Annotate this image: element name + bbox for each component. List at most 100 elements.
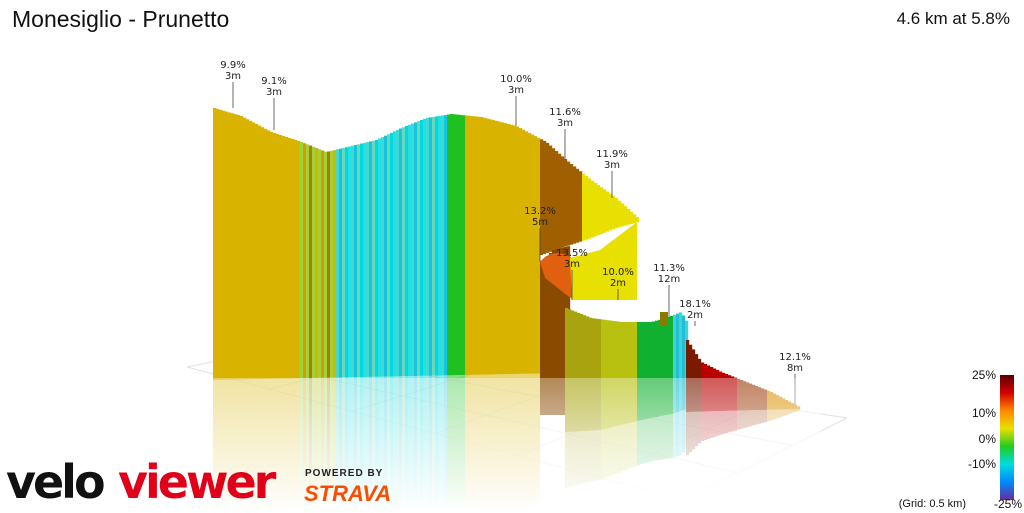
- annotation-gradient: 11.6%: [549, 107, 581, 118]
- profile-strip: [591, 180, 595, 238]
- gradient-annotations: 9.9%3m 9.1%3m10.0%3m11.6%3m11.9%3m13.2%5m…: [220, 60, 811, 405]
- profile-strip: [516, 126, 520, 374]
- profile-strip: [552, 250, 556, 415]
- profile-strip: [432, 116, 436, 376]
- profile-strip: [580, 314, 584, 432]
- profile-strip: [471, 116, 475, 375]
- profile-strip: [540, 139, 544, 255]
- profile-strip: [549, 145, 553, 252]
- profile-strip: [534, 136, 538, 374]
- profile-strip: [540, 262, 544, 415]
- annotation-length: 3m: [508, 85, 524, 96]
- climb-summary: 4.6 km at 5.8%: [896, 9, 1010, 28]
- profile-strip: [555, 151, 559, 250]
- profile-strip: [565, 308, 569, 432]
- profile-strip: [483, 117, 487, 375]
- annotation-gradient: 9.1%: [261, 76, 286, 87]
- profile-strip: [574, 311, 578, 432]
- profile-strip: [306, 144, 310, 379]
- profile-strip: [622, 322, 626, 425]
- profile-strip: [679, 312, 683, 411]
- profile-strip: [372, 140, 376, 377]
- profile-strip: [438, 115, 442, 376]
- profile-strip: [321, 150, 325, 378]
- profile-strip: [222, 110, 226, 380]
- profile-strip: [474, 116, 478, 375]
- annotation-length: 3m: [225, 71, 241, 82]
- annotation-gradient: 12.1%: [779, 352, 811, 363]
- profile-strip: [621, 203, 625, 227]
- profile-strip: [582, 173, 586, 241]
- profile-strip: [640, 322, 644, 420]
- profile-strip: [429, 117, 433, 376]
- profile-strip: [627, 208, 631, 225]
- logo-viewer: viewer: [118, 455, 277, 508]
- profile-strip: [243, 117, 247, 380]
- annotation-gradient: 10.0%: [500, 74, 532, 85]
- profile-strip: [492, 120, 496, 375]
- profile-strip: [571, 310, 575, 432]
- profile-strip: [468, 115, 472, 375]
- profile-strip: [279, 135, 283, 379]
- profile-strip: [234, 114, 238, 380]
- profile-strip: [558, 153, 562, 249]
- profile-strip: [351, 145, 355, 378]
- profile-strip: [682, 315, 686, 410]
- profile-strip: [664, 318, 668, 416]
- profile-strip: [495, 120, 499, 375]
- profile-strip: [369, 141, 373, 377]
- profile-strip: [390, 132, 394, 377]
- profile-strip: [375, 140, 379, 377]
- profile-strip: [588, 178, 592, 239]
- profile-strip: [561, 247, 565, 415]
- profile-strip: [480, 117, 484, 375]
- profile-strip: [577, 312, 581, 432]
- profile-strip: [339, 148, 343, 378]
- profile-strip: [354, 145, 358, 378]
- profile-strip: [537, 137, 541, 374]
- profile-strip: [570, 164, 574, 245]
- profile-strip: [300, 142, 304, 379]
- reflection-fade: [180, 378, 820, 512]
- profile-strip: [381, 137, 385, 377]
- profile-strip: [522, 129, 526, 374]
- profile-strip: [273, 133, 277, 379]
- profile-strip: [624, 206, 628, 226]
- profile-strip: [315, 148, 319, 378]
- profile-strip: [441, 115, 445, 376]
- profile-strip: [477, 116, 481, 375]
- profile-strip: [609, 193, 613, 231]
- profile-strip: [270, 132, 274, 379]
- annotation-length: 12m: [658, 274, 680, 285]
- profile-strip: [606, 191, 610, 232]
- profile-strip: [555, 249, 559, 415]
- profile-strip: [583, 315, 587, 431]
- profile-strip: [595, 318, 599, 431]
- profile-strip: [225, 111, 229, 380]
- profile-strip: [643, 322, 647, 420]
- profile-strip: [486, 118, 490, 375]
- profile-strip: [546, 256, 550, 415]
- profile-strip: [267, 130, 271, 379]
- profile-strip: [453, 114, 457, 376]
- profile-strip: [607, 320, 611, 429]
- annotation-gradient: 11.3%: [653, 263, 685, 274]
- profile-strip: [543, 259, 547, 415]
- profile-strip: [546, 142, 550, 253]
- annotation-length: 2m: [610, 278, 626, 289]
- legend-label-25: 25%: [971, 368, 996, 382]
- profile-strip: [264, 128, 268, 379]
- profile-strip: [543, 140, 547, 254]
- profile-strip: [612, 195, 616, 230]
- profile-strip: [498, 121, 502, 375]
- profile-strip: [246, 119, 250, 380]
- profile-strip: [628, 322, 632, 423]
- profile-strip: [456, 114, 460, 376]
- profile-strip: [660, 312, 668, 326]
- profile-strip: [435, 116, 439, 376]
- annotation-length: 8m: [787, 363, 803, 374]
- profile-strip: [601, 319, 605, 430]
- annotation-length: 2m: [687, 310, 703, 321]
- profile-strip: [444, 114, 448, 376]
- profile-strip: [276, 134, 280, 379]
